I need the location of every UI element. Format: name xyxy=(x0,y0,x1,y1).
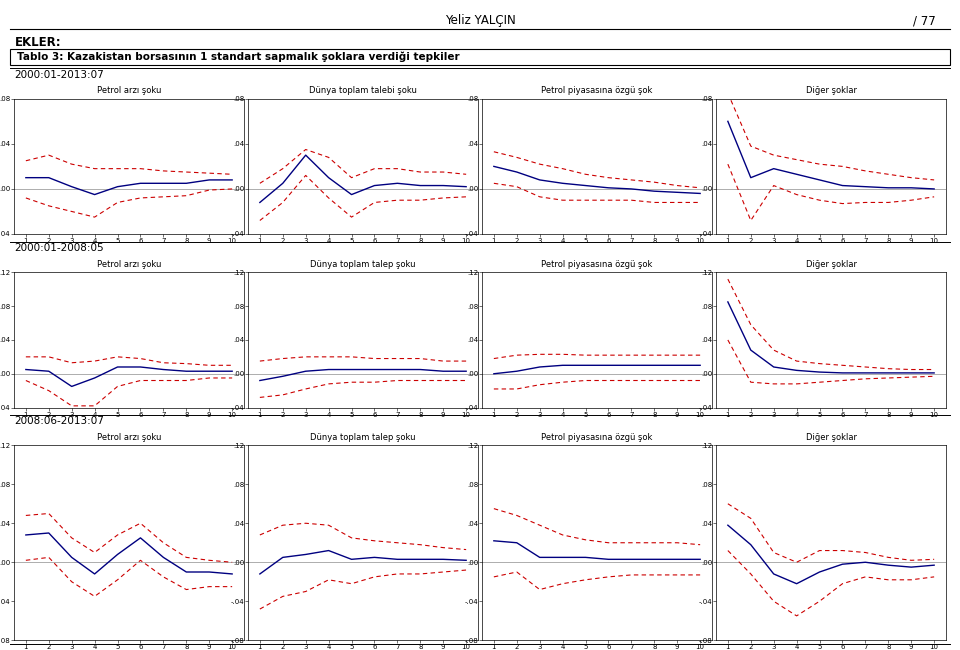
Text: Diğer şoklar: Diğer şoklar xyxy=(805,433,856,442)
Text: 2000:01-2013:07: 2000:01-2013:07 xyxy=(14,70,104,79)
Text: Diğer şoklar: Diğer şoklar xyxy=(805,86,856,96)
Text: Petrol piyasasına özgü şok: Petrol piyasasına özgü şok xyxy=(541,433,653,442)
Text: EKLER:: EKLER: xyxy=(14,36,61,49)
Text: Petrol arzı şoku: Petrol arzı şoku xyxy=(97,86,161,96)
Text: Dünya toplam talep şoku: Dünya toplam talep şoku xyxy=(310,433,416,442)
Text: Diğer şoklar: Diğer şoklar xyxy=(805,260,856,269)
Text: 2000:01-2008:05: 2000:01-2008:05 xyxy=(14,243,104,253)
Text: Petrol piyasasına özgü şok: Petrol piyasasına özgü şok xyxy=(541,260,653,269)
Text: Dünya toplam talep şoku: Dünya toplam talep şoku xyxy=(310,260,416,269)
Text: Petrol arzı şoku: Petrol arzı şoku xyxy=(97,433,161,442)
Text: Dünya toplam talebi şoku: Dünya toplam talebi şoku xyxy=(309,86,417,96)
Text: Petrol arzı şoku: Petrol arzı şoku xyxy=(97,260,161,269)
Text: Tablo 3: Kazakistan borsasının 1 standart sapmalık şoklara verdiği tepkiler: Tablo 3: Kazakistan borsasının 1 standar… xyxy=(17,51,460,62)
Text: 2008:06-2013:07: 2008:06-2013:07 xyxy=(14,416,105,426)
Text: Yeliz YALÇIN: Yeliz YALÇIN xyxy=(444,14,516,27)
Text: / 77: / 77 xyxy=(913,14,936,27)
Text: Petrol piyasasına özgü şok: Petrol piyasasına özgü şok xyxy=(541,86,653,96)
